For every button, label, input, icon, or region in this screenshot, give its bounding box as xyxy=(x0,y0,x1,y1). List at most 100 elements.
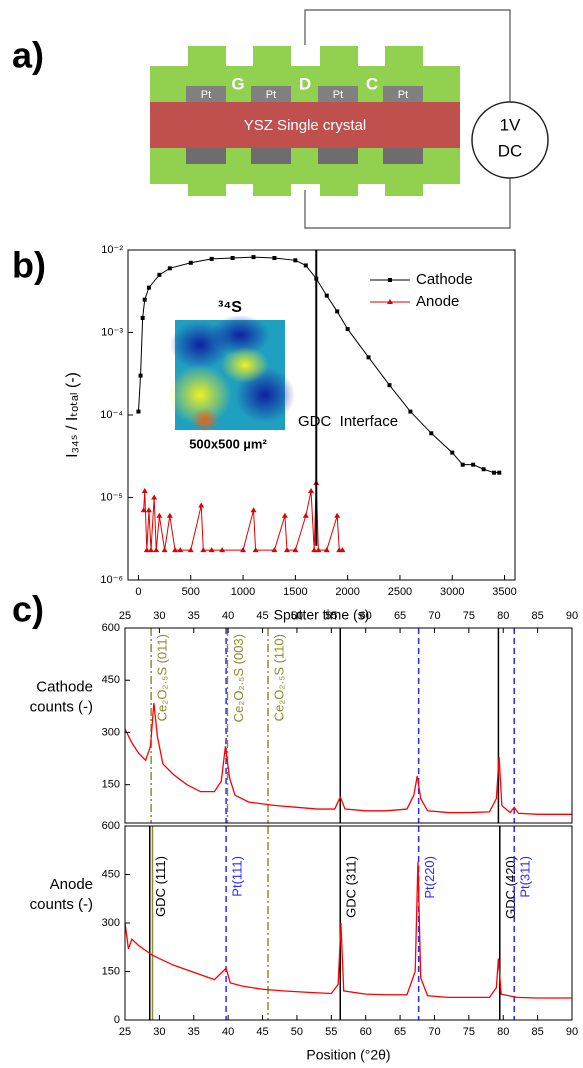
panel-label: a) xyxy=(12,35,44,76)
marker xyxy=(339,547,346,553)
marker xyxy=(198,502,205,508)
y-tick-label: 300 xyxy=(102,726,120,738)
marker xyxy=(208,547,215,553)
marker xyxy=(429,431,434,436)
x-tick-label: 40 xyxy=(222,610,234,622)
x-tick-label: 45 xyxy=(256,610,268,622)
x-tick-label: 85 xyxy=(531,610,543,622)
marker xyxy=(142,297,147,302)
x-tick-label: 35 xyxy=(188,610,200,622)
x-tick-label: 30 xyxy=(153,1026,165,1038)
marker xyxy=(230,255,235,260)
reference-label: Pt(220) xyxy=(422,856,437,899)
y-tick-label: 10⁻³ xyxy=(101,326,123,338)
marker xyxy=(156,512,163,518)
reference-label: GDC (111) xyxy=(153,856,168,917)
data-line xyxy=(137,256,500,474)
marker xyxy=(145,507,152,513)
plot-frame xyxy=(124,825,573,1021)
x-tick-label: 25 xyxy=(119,1026,131,1038)
y-axis-label: Cathode xyxy=(36,678,93,695)
x-tick-label: 50 xyxy=(291,1026,303,1038)
y-tick-label: 300 xyxy=(102,917,120,929)
y-axis-label: Anode xyxy=(50,876,93,893)
marker xyxy=(315,547,322,553)
ysz-crystal xyxy=(150,102,460,148)
source-label: 1V xyxy=(500,115,521,134)
marker xyxy=(302,512,309,518)
marker xyxy=(250,507,257,513)
source-label: DC xyxy=(498,141,523,160)
x-tick-label: 2000 xyxy=(335,586,359,598)
x-tick-label: 3000 xyxy=(440,586,464,598)
annotation: 500x500 µm² xyxy=(189,436,267,451)
y-tick-label: 10⁻⁴ xyxy=(100,409,123,421)
marker xyxy=(219,547,226,553)
x-tick-label: 60 xyxy=(360,610,372,622)
marker xyxy=(209,256,214,261)
marker xyxy=(167,266,172,271)
marker xyxy=(471,462,476,467)
x-tick-label: 45 xyxy=(256,1026,268,1038)
y-tick-label: 0 xyxy=(114,1014,120,1026)
reference-label: Pt(311) xyxy=(518,856,533,898)
gdc-letter: G xyxy=(231,74,244,93)
legend-marker xyxy=(388,278,392,282)
x-tick-label: 70 xyxy=(428,610,440,622)
y-tick-label: 150 xyxy=(102,965,120,977)
marker xyxy=(303,263,308,268)
y-tick-label: 450 xyxy=(102,674,120,686)
y-axis-label: I₃₄ₛ / Iₜₒₜₐₗ (-) xyxy=(64,372,81,458)
cell-diagram: Pt Pt Pt Pt G D C YSZ Single crystal 1V … xyxy=(150,9,549,229)
marker xyxy=(460,462,465,467)
y-tick-label: 10⁻⁵ xyxy=(100,491,123,503)
marker xyxy=(450,450,455,455)
crystal-label: YSZ Single crystal xyxy=(244,117,367,134)
reference-label: GDC (420) xyxy=(503,856,518,919)
reference-label: Ce₂O₂.₅S (003) xyxy=(231,634,246,722)
marker xyxy=(240,547,247,553)
marker xyxy=(136,409,141,414)
inset-map xyxy=(168,315,295,432)
pt-electrodes xyxy=(186,86,423,164)
y-tick-label: 10⁻² xyxy=(101,244,123,256)
y-tick-label: 150 xyxy=(102,779,120,791)
panel-label: c) xyxy=(12,589,44,630)
marker xyxy=(293,258,298,263)
data-line xyxy=(143,482,343,551)
x-tick-label: 75 xyxy=(463,1026,475,1038)
marker xyxy=(138,373,143,378)
marker xyxy=(272,255,277,260)
legend-label: Cathode xyxy=(416,271,473,288)
marker xyxy=(140,315,145,320)
x-tick-label: 70 xyxy=(428,1026,440,1038)
marker xyxy=(153,547,160,553)
wire xyxy=(304,9,511,102)
x-tick-label: 55 xyxy=(325,1026,337,1038)
gdc-tabs xyxy=(188,46,423,196)
x-tick-label: 25 xyxy=(119,610,131,622)
annotation: GDC Interface xyxy=(298,413,398,430)
marker xyxy=(271,547,278,553)
reference-label: Ce₂O₂.₅S (110) xyxy=(271,634,286,721)
x-axis-label: Position (°2θ) xyxy=(306,1047,390,1063)
marker xyxy=(283,547,290,553)
x-tick-label: 1000 xyxy=(231,586,255,598)
legend-label: Anode xyxy=(416,293,459,310)
marker xyxy=(334,512,341,518)
electrode-label: Pt xyxy=(201,89,211,101)
x-tick-label: 3500 xyxy=(492,586,516,598)
marker xyxy=(492,470,497,475)
marker xyxy=(323,547,330,553)
marker xyxy=(366,355,371,360)
panel-label: b) xyxy=(12,245,46,286)
voltage-source xyxy=(471,101,549,179)
x-tick-label: 75 xyxy=(463,610,475,622)
electrode-label: Pt xyxy=(398,89,408,101)
x-tick-label: 55 xyxy=(325,610,337,622)
marker xyxy=(345,327,350,332)
marker xyxy=(141,487,148,493)
data-line xyxy=(124,861,572,999)
